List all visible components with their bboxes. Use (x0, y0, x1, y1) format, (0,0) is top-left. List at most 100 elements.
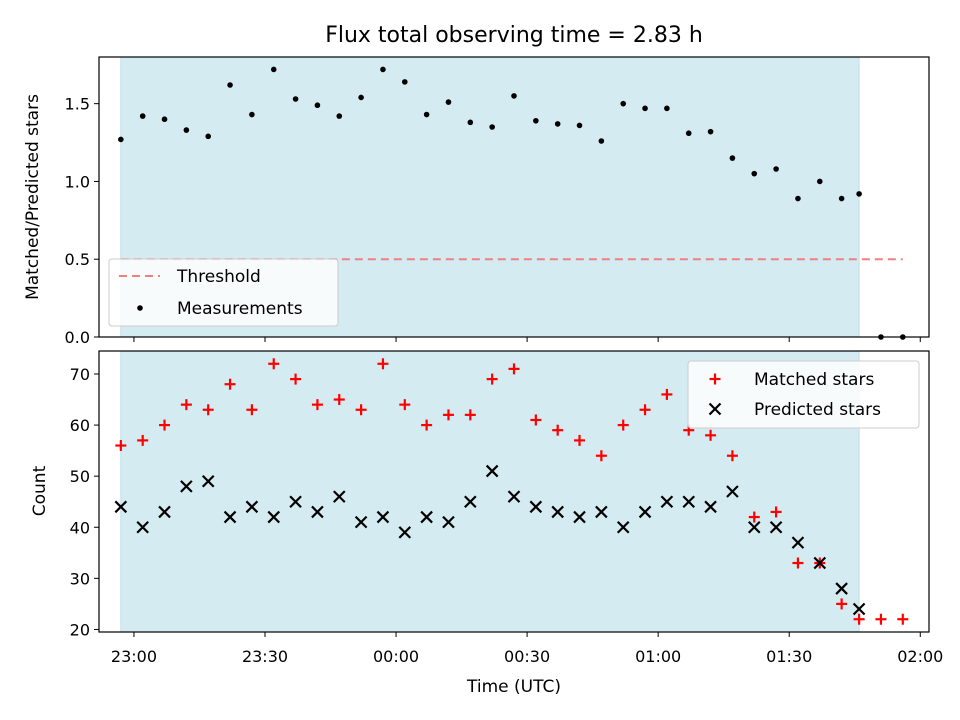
legend-predicted-label: Predicted stars (754, 400, 881, 420)
predicted-star-point (747, 520, 761, 534)
measurement-point (554, 121, 561, 127)
predicted-star-point (551, 505, 564, 519)
matched-star-point (180, 399, 192, 411)
measurement-point (511, 93, 517, 99)
matched-star-point (246, 404, 258, 416)
top-legend: Threshold Measurements (108, 258, 339, 327)
top-x-ticks (133, 337, 921, 342)
measurement-point (161, 116, 168, 123)
predicted-star-point (813, 556, 827, 570)
predicted-star-point (507, 490, 521, 503)
measurement-point (707, 128, 714, 135)
bottom-x-ticks: 23:00 23:30 00:00 00:30 01:00 01:30 02:00 (111, 632, 943, 666)
matched-star-point (137, 434, 149, 446)
matched-star-point (486, 373, 498, 385)
measurement-point (729, 155, 736, 161)
measurement-point (685, 130, 692, 137)
top-y-axis-label: Matched/Predicted stars (23, 94, 43, 300)
measurement-point (227, 82, 233, 88)
predicted-star-point (704, 500, 717, 514)
predicted-star-point (485, 464, 499, 478)
measurement-point (205, 133, 212, 140)
predicted-star-point (835, 582, 848, 595)
predicted-star-point (769, 520, 783, 534)
matched-star-point (875, 613, 887, 625)
x-tick-label: 23:00 (111, 647, 157, 666)
matched-star-point (574, 434, 586, 446)
matched-star-point (268, 358, 280, 370)
measurement-point (642, 105, 648, 112)
measurement-point (467, 119, 474, 126)
measurement-point (489, 124, 495, 130)
matched-star-point (202, 404, 214, 416)
matched-star-point (399, 399, 411, 411)
predicted-star-point (464, 495, 477, 508)
y-tick-label: 0.5 (65, 250, 90, 269)
matched-star-point (442, 409, 454, 421)
predicted-star-point (595, 505, 608, 519)
measurement-point (249, 111, 255, 118)
measurement-point (139, 113, 146, 119)
measurement-point (773, 166, 779, 172)
predicted-star-point (638, 505, 652, 519)
predicted-star-point (311, 505, 324, 519)
predicted-star-point (223, 510, 237, 524)
measurement-point (358, 94, 364, 101)
measurement-points (118, 66, 906, 340)
predicted-star-point (180, 480, 193, 493)
measurement-point (292, 96, 299, 102)
matched-star-point (508, 363, 520, 375)
legend-measurements-swatch (137, 305, 143, 311)
y-tick-label: 50 (70, 467, 90, 486)
matched-star-point (705, 429, 717, 441)
predicted-star-point (136, 520, 149, 534)
measurement-point (816, 178, 823, 185)
bottom-legend: Matched stars Predicted stars (687, 360, 920, 429)
x-tick-label: 01:00 (635, 647, 681, 666)
x-axis-label: Time (UTC) (466, 677, 561, 697)
matched-star-point (617, 419, 629, 431)
measurement-point (183, 127, 190, 133)
x-tick-label: 00:00 (373, 647, 419, 666)
matched-star-point (639, 404, 651, 416)
measurement-point (336, 113, 343, 119)
predicted-star-point (354, 515, 368, 529)
matched-star-point (421, 419, 433, 431)
measurement-point (270, 66, 277, 73)
matched-star-point (311, 399, 323, 411)
measurement-point (856, 191, 862, 197)
y-tick-label: 1.5 (65, 95, 90, 114)
predicted-star-point (201, 475, 215, 488)
matched-star-point (464, 409, 476, 421)
predicted-star-point (573, 510, 586, 524)
predicted-star-point (529, 500, 543, 514)
matched-star-point (726, 450, 738, 462)
y-tick-label: 30 (70, 569, 90, 588)
matched-star-point (770, 506, 782, 518)
legend-measurements-label: Measurements (177, 299, 303, 319)
measurement-point (401, 79, 408, 85)
matched-star-point (159, 419, 171, 431)
x-tick-label: 00:30 (504, 647, 550, 666)
predicted-star-point (616, 520, 630, 534)
bottom-y-axis-label: Count (30, 465, 50, 516)
predicted-star-point (289, 495, 302, 508)
predicted-star-point (442, 515, 455, 529)
predicted-star-point (114, 500, 128, 514)
legend-x-marker (708, 402, 722, 416)
measurement-point (598, 138, 605, 144)
measurement-point (620, 100, 627, 107)
matched-stars-points (115, 358, 909, 625)
measurement-point (751, 170, 758, 177)
y-tick-label: 0.0 (65, 328, 90, 347)
measurement-point (838, 195, 845, 202)
measurement-point (576, 122, 583, 129)
matched-star-point (115, 440, 127, 452)
chart-title: Flux total observing time = 2.83 h (325, 23, 703, 48)
measurement-point (533, 117, 539, 124)
bottom-y-ticks: 20 30 40 50 60 70 (70, 365, 99, 639)
predicted-star-point (158, 505, 171, 519)
predicted-star-point (245, 500, 259, 514)
predicted-star-point (420, 510, 433, 524)
